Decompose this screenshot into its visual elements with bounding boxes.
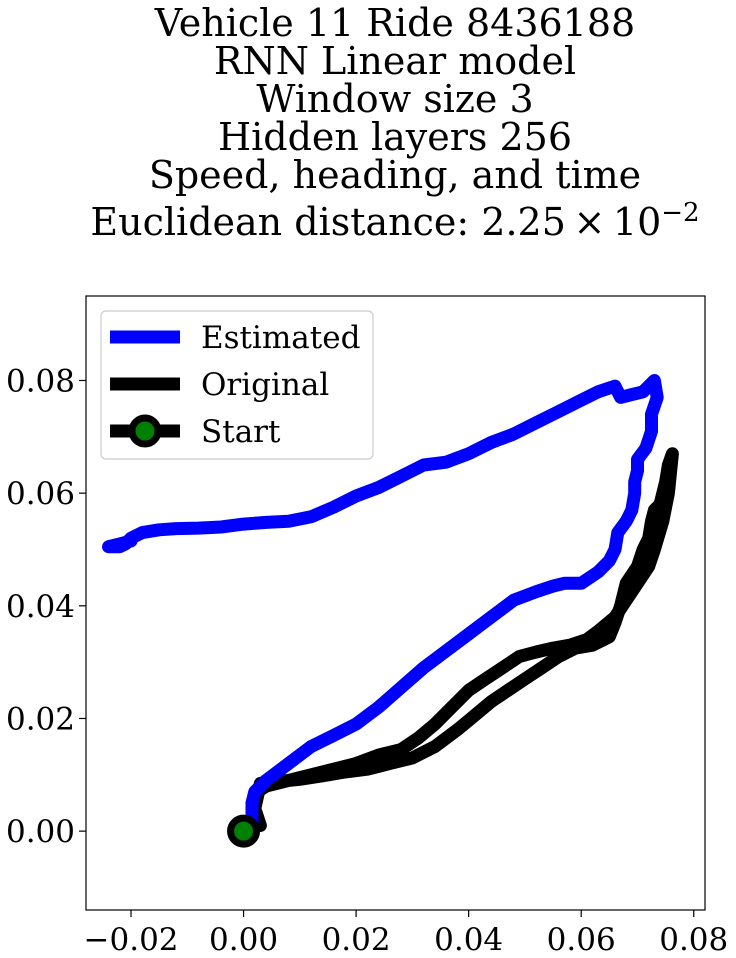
legend-box xyxy=(100,310,374,460)
title-line-6: Euclidean distance: 2.25 × 10−2 xyxy=(0,194,736,241)
title-metric-exponent: −2 xyxy=(661,198,700,228)
x-tick-label: 0.02 xyxy=(322,922,391,958)
x-tick-label: 0.06 xyxy=(547,922,616,958)
y-axis: 0.00 0.02 0.04 0.06 0.08 xyxy=(6,363,86,850)
x-tick-label: 0.08 xyxy=(659,922,728,958)
title-line-2: RNN Linear model xyxy=(213,39,577,83)
legend-start-marker xyxy=(128,414,162,448)
y-tick-label: 0.08 xyxy=(6,363,75,399)
series-line-original xyxy=(237,447,679,838)
y-tick-label: 0.06 xyxy=(6,476,75,512)
start-point-marker xyxy=(227,814,261,848)
legend-label-start: Start xyxy=(201,414,281,450)
x-tick-label: −0.02 xyxy=(84,922,179,958)
title-line-3: Window size 3 xyxy=(256,77,534,121)
legend-label-estimated: Estimated xyxy=(201,320,360,356)
title-metric-text: Euclidean distance: 2.25 × 10 xyxy=(90,200,662,244)
legend-label-original: Original xyxy=(201,367,329,403)
chart-title: Vehicle 11 Ride 8436188 RNN Linear model… xyxy=(0,1,736,241)
x-tick-label: 0.04 xyxy=(434,922,503,958)
plot-area xyxy=(85,295,706,911)
legend: Estimated Original Start xyxy=(100,310,374,460)
y-tick-label: 0.00 xyxy=(6,814,75,850)
title-line-1: Vehicle 11 Ride 8436188 xyxy=(154,1,636,45)
y-tick-label: 0.02 xyxy=(6,701,75,737)
y-tick-label: 0.04 xyxy=(6,589,75,625)
title-line-5: Speed, heading, and time xyxy=(148,153,642,197)
x-tick-label: 0.00 xyxy=(209,922,278,958)
series-line-estimated xyxy=(102,374,664,838)
title-line-4: Hidden layers 256 xyxy=(217,115,573,159)
x-axis: −0.02 0.00 0.02 0.04 0.06 0.08 xyxy=(84,910,728,958)
series-layer xyxy=(102,374,679,848)
plot-frame xyxy=(85,295,706,911)
